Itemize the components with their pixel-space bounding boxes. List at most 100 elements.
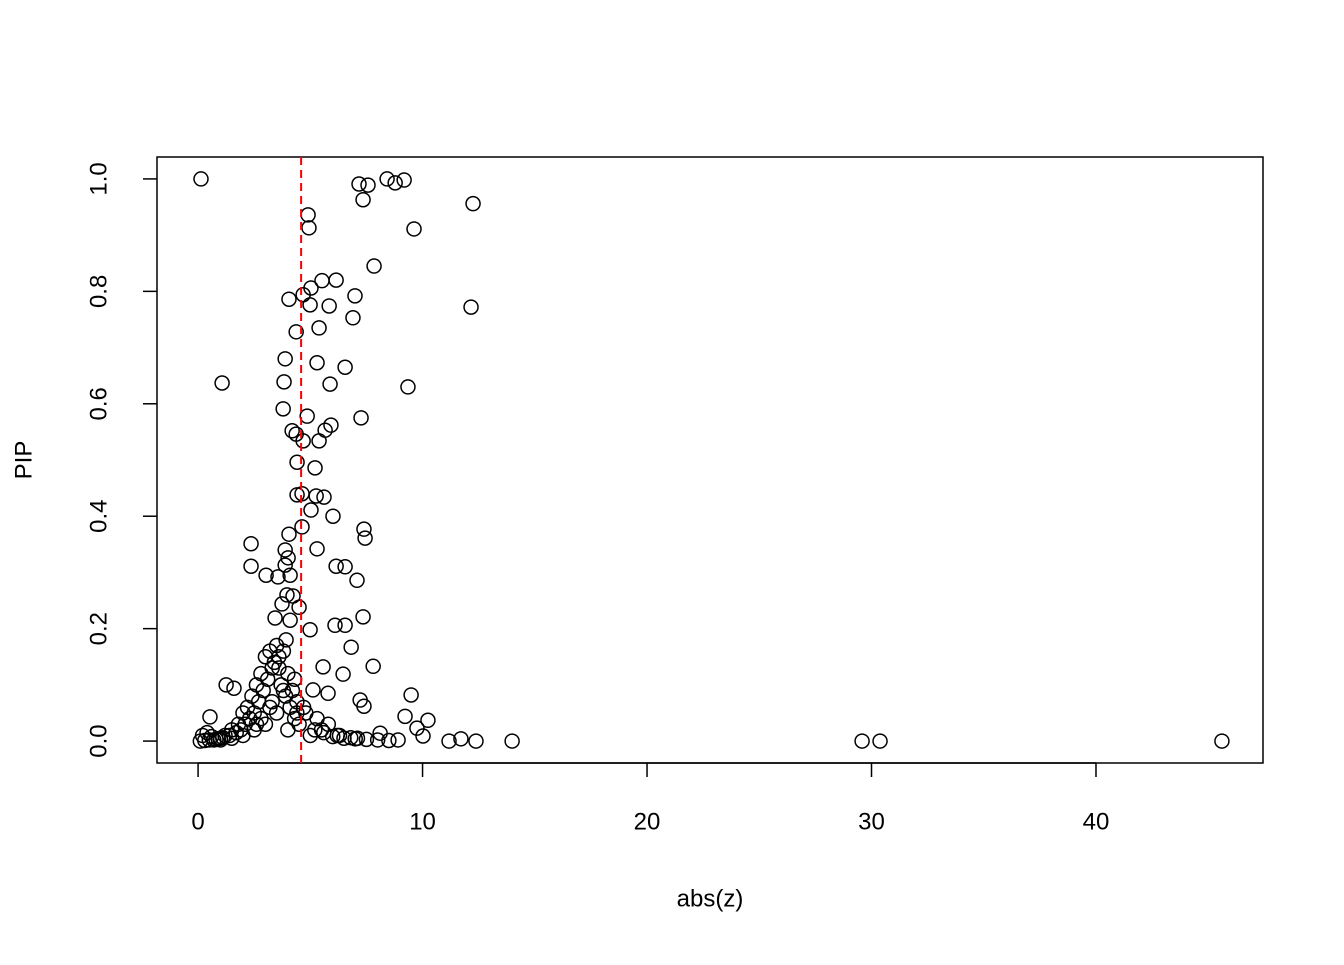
point <box>353 410 369 426</box>
point <box>206 732 222 748</box>
point <box>504 733 520 749</box>
point <box>291 599 307 616</box>
y-tick-label: 0.8 <box>85 275 112 308</box>
point <box>280 550 296 566</box>
point <box>277 542 293 558</box>
point <box>275 682 292 699</box>
point <box>369 732 386 748</box>
point <box>322 376 338 392</box>
point <box>202 709 218 725</box>
point <box>281 291 297 307</box>
point <box>335 666 351 682</box>
x-tick-label: 10 <box>409 808 436 835</box>
point <box>328 558 344 574</box>
x-tick-label: 30 <box>858 808 885 835</box>
point <box>284 423 300 439</box>
x-tick-label: 0 <box>191 808 204 835</box>
point <box>309 354 325 371</box>
y-tick-label: 0.0 <box>85 724 112 757</box>
y-axis-label: PIP <box>10 441 37 480</box>
y-tick-label: 0.6 <box>85 387 112 420</box>
point <box>309 541 325 557</box>
point <box>351 176 367 192</box>
point <box>397 708 413 725</box>
point <box>243 536 259 552</box>
point <box>403 687 419 703</box>
point <box>311 320 327 336</box>
x-tick-label: 20 <box>634 808 661 835</box>
point <box>390 732 406 748</box>
point <box>358 731 375 748</box>
point <box>415 728 431 744</box>
point <box>316 489 332 505</box>
point <box>406 221 422 237</box>
point <box>248 716 265 732</box>
point <box>302 297 318 313</box>
point <box>463 299 479 315</box>
point <box>277 351 293 367</box>
point <box>303 502 319 518</box>
x-axis-label: abs(z) <box>677 885 744 912</box>
point <box>302 622 318 638</box>
point <box>214 375 230 391</box>
point <box>193 171 209 187</box>
point <box>277 557 293 573</box>
point <box>203 728 220 745</box>
point <box>349 730 366 747</box>
point <box>299 408 315 424</box>
point <box>275 401 291 417</box>
point <box>360 177 376 193</box>
point <box>255 682 271 699</box>
point <box>294 519 310 535</box>
point <box>212 732 229 748</box>
point <box>315 659 331 675</box>
point <box>224 730 240 747</box>
point <box>347 288 363 304</box>
point <box>409 720 425 736</box>
y-tick-label: 0.2 <box>85 612 112 645</box>
point <box>357 530 373 546</box>
point <box>301 220 317 236</box>
point <box>323 417 339 433</box>
y-tick-label: 0.4 <box>85 500 112 533</box>
point <box>356 698 372 714</box>
point <box>271 649 287 665</box>
point <box>194 727 211 744</box>
point <box>441 733 457 749</box>
point <box>278 632 294 648</box>
point <box>289 454 305 470</box>
point <box>307 722 323 738</box>
point <box>854 733 870 749</box>
point <box>274 596 290 612</box>
point <box>282 612 298 628</box>
point <box>321 298 337 314</box>
point <box>271 660 287 676</box>
point <box>262 699 278 716</box>
point <box>281 526 297 542</box>
point <box>235 727 251 744</box>
point <box>300 207 316 223</box>
point <box>311 433 327 449</box>
point <box>308 488 324 504</box>
point <box>379 171 395 187</box>
point <box>228 724 244 741</box>
point <box>305 682 321 698</box>
y-tick-label: 1.0 <box>85 162 112 195</box>
point <box>400 379 416 395</box>
point <box>343 639 359 655</box>
point <box>420 712 436 729</box>
point <box>267 610 283 626</box>
point <box>468 733 484 749</box>
point <box>316 724 332 741</box>
point <box>465 195 481 212</box>
point <box>337 617 353 634</box>
point <box>320 685 336 702</box>
point <box>337 559 353 575</box>
point <box>872 733 888 749</box>
point <box>295 433 311 449</box>
point <box>253 710 269 727</box>
point <box>291 716 307 732</box>
point <box>327 617 343 634</box>
point <box>396 172 412 188</box>
point <box>259 671 276 687</box>
